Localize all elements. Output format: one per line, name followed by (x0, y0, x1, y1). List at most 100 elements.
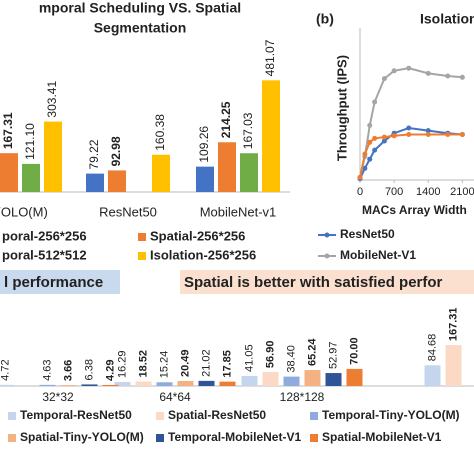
line (359, 133, 463, 178)
bar (241, 375, 258, 386)
line (359, 67, 463, 178)
point (367, 122, 373, 128)
x-tick-label: 2100 (450, 186, 474, 198)
point (445, 132, 451, 137)
panel-label: (b) (316, 11, 334, 27)
value-label: 52.97 (327, 342, 339, 370)
value-label: 4.72 (0, 359, 11, 380)
bar (86, 173, 104, 192)
legend-marker (324, 253, 330, 259)
x-tick-label: 128*128 (280, 390, 325, 404)
banner (0, 270, 120, 294)
legend-swatch (138, 252, 146, 260)
bar (44, 121, 62, 192)
bar (240, 153, 258, 192)
point (372, 147, 378, 153)
legend-swatch (310, 434, 318, 442)
value-label: 16.29 (116, 350, 128, 378)
legend-swatch (8, 412, 16, 420)
point (367, 139, 373, 145)
legend-label: ResNet50 (340, 227, 395, 241)
point (459, 74, 465, 80)
value-label: 167.31 (1, 112, 15, 149)
bar (218, 142, 236, 192)
legend-label: MobileNet-V1 (340, 248, 416, 262)
point (381, 134, 387, 140)
x-tick-label: 32*32 (42, 390, 74, 404)
value-label: 109.26 (197, 126, 211, 163)
bar (108, 170, 126, 192)
legend-swatch (8, 434, 16, 442)
bar (156, 382, 173, 386)
bar (445, 345, 462, 386)
value-label: 70.00 (348, 337, 360, 365)
bar (60, 385, 77, 386)
value-label: 79.22 (87, 139, 101, 169)
legend-swatch (138, 233, 146, 241)
bar (39, 384, 56, 386)
x-tick-label: YOLO(M) (0, 204, 48, 219)
point (406, 132, 412, 137)
value-label: 84.68 (426, 334, 438, 362)
value-label: 65.24 (306, 338, 318, 366)
point (381, 76, 387, 82)
value-label: 214.25 (219, 101, 233, 138)
legend-label: Isolation-256*256 (150, 247, 256, 262)
legend-label: poral-256*256 (2, 228, 87, 243)
value-label: 41.05 (243, 344, 255, 372)
legend-swatch (156, 412, 164, 420)
point (425, 70, 431, 76)
point (381, 138, 387, 144)
point (391, 68, 397, 74)
value-label: 21.02 (200, 349, 212, 377)
point (362, 165, 368, 171)
point (362, 151, 368, 157)
bar (0, 384, 14, 386)
legend-label: Spatial-MobileNet-V1 (322, 430, 442, 444)
chart-title: Segmentation (94, 20, 187, 36)
value-label: 481.07 (263, 39, 277, 76)
value-label: 15.24 (158, 351, 170, 379)
banner-text: Spatial is better with satisfied perfor (184, 274, 443, 291)
point (425, 132, 431, 137)
value-label: 160.38 (153, 114, 167, 151)
legend-label: poral-512*512 (2, 247, 87, 262)
legend-label: Spatial-Tiny-YOLO(M) (20, 430, 144, 444)
x-tick-label: 1400 (416, 186, 440, 198)
value-label: 167.31 (447, 307, 459, 341)
bar (196, 166, 214, 192)
point (367, 156, 373, 162)
bar (219, 381, 236, 386)
bar (262, 372, 279, 386)
value-label: 20.49 (179, 349, 191, 377)
value-label: 18.52 (137, 350, 149, 378)
x-tick-label: 64*64 (159, 390, 191, 404)
legend-label: Temporal-Tiny-YOLO(M) (322, 408, 460, 422)
point (459, 132, 465, 137)
x-tick-label: ResNet50 (99, 204, 157, 219)
legend-label: Temporal-MobileNet-V1 (168, 430, 301, 444)
legend-marker (324, 232, 330, 238)
point (391, 133, 397, 139)
chart-title: Isolation NN (420, 11, 474, 27)
point (372, 135, 378, 141)
bar (114, 382, 131, 386)
legend-label: Spatial-256*256 (150, 228, 245, 243)
bar (177, 380, 194, 386)
point (445, 73, 451, 79)
value-label: 121.10 (23, 123, 37, 160)
bar (152, 154, 170, 192)
banner-text: l performance (4, 274, 103, 291)
bar (346, 368, 363, 386)
value-label: 17.85 (221, 350, 233, 378)
x-tick-label: 0 (357, 186, 363, 198)
point (357, 174, 363, 180)
value-label: 303.41 (45, 81, 59, 118)
value-label: 38.40 (285, 345, 297, 373)
legend-swatch (156, 434, 164, 442)
value-label: 3.66 (62, 360, 74, 381)
point (406, 65, 412, 71)
legend-swatch (310, 412, 318, 420)
x-tick-label: MobileNet-v1 (200, 204, 277, 219)
